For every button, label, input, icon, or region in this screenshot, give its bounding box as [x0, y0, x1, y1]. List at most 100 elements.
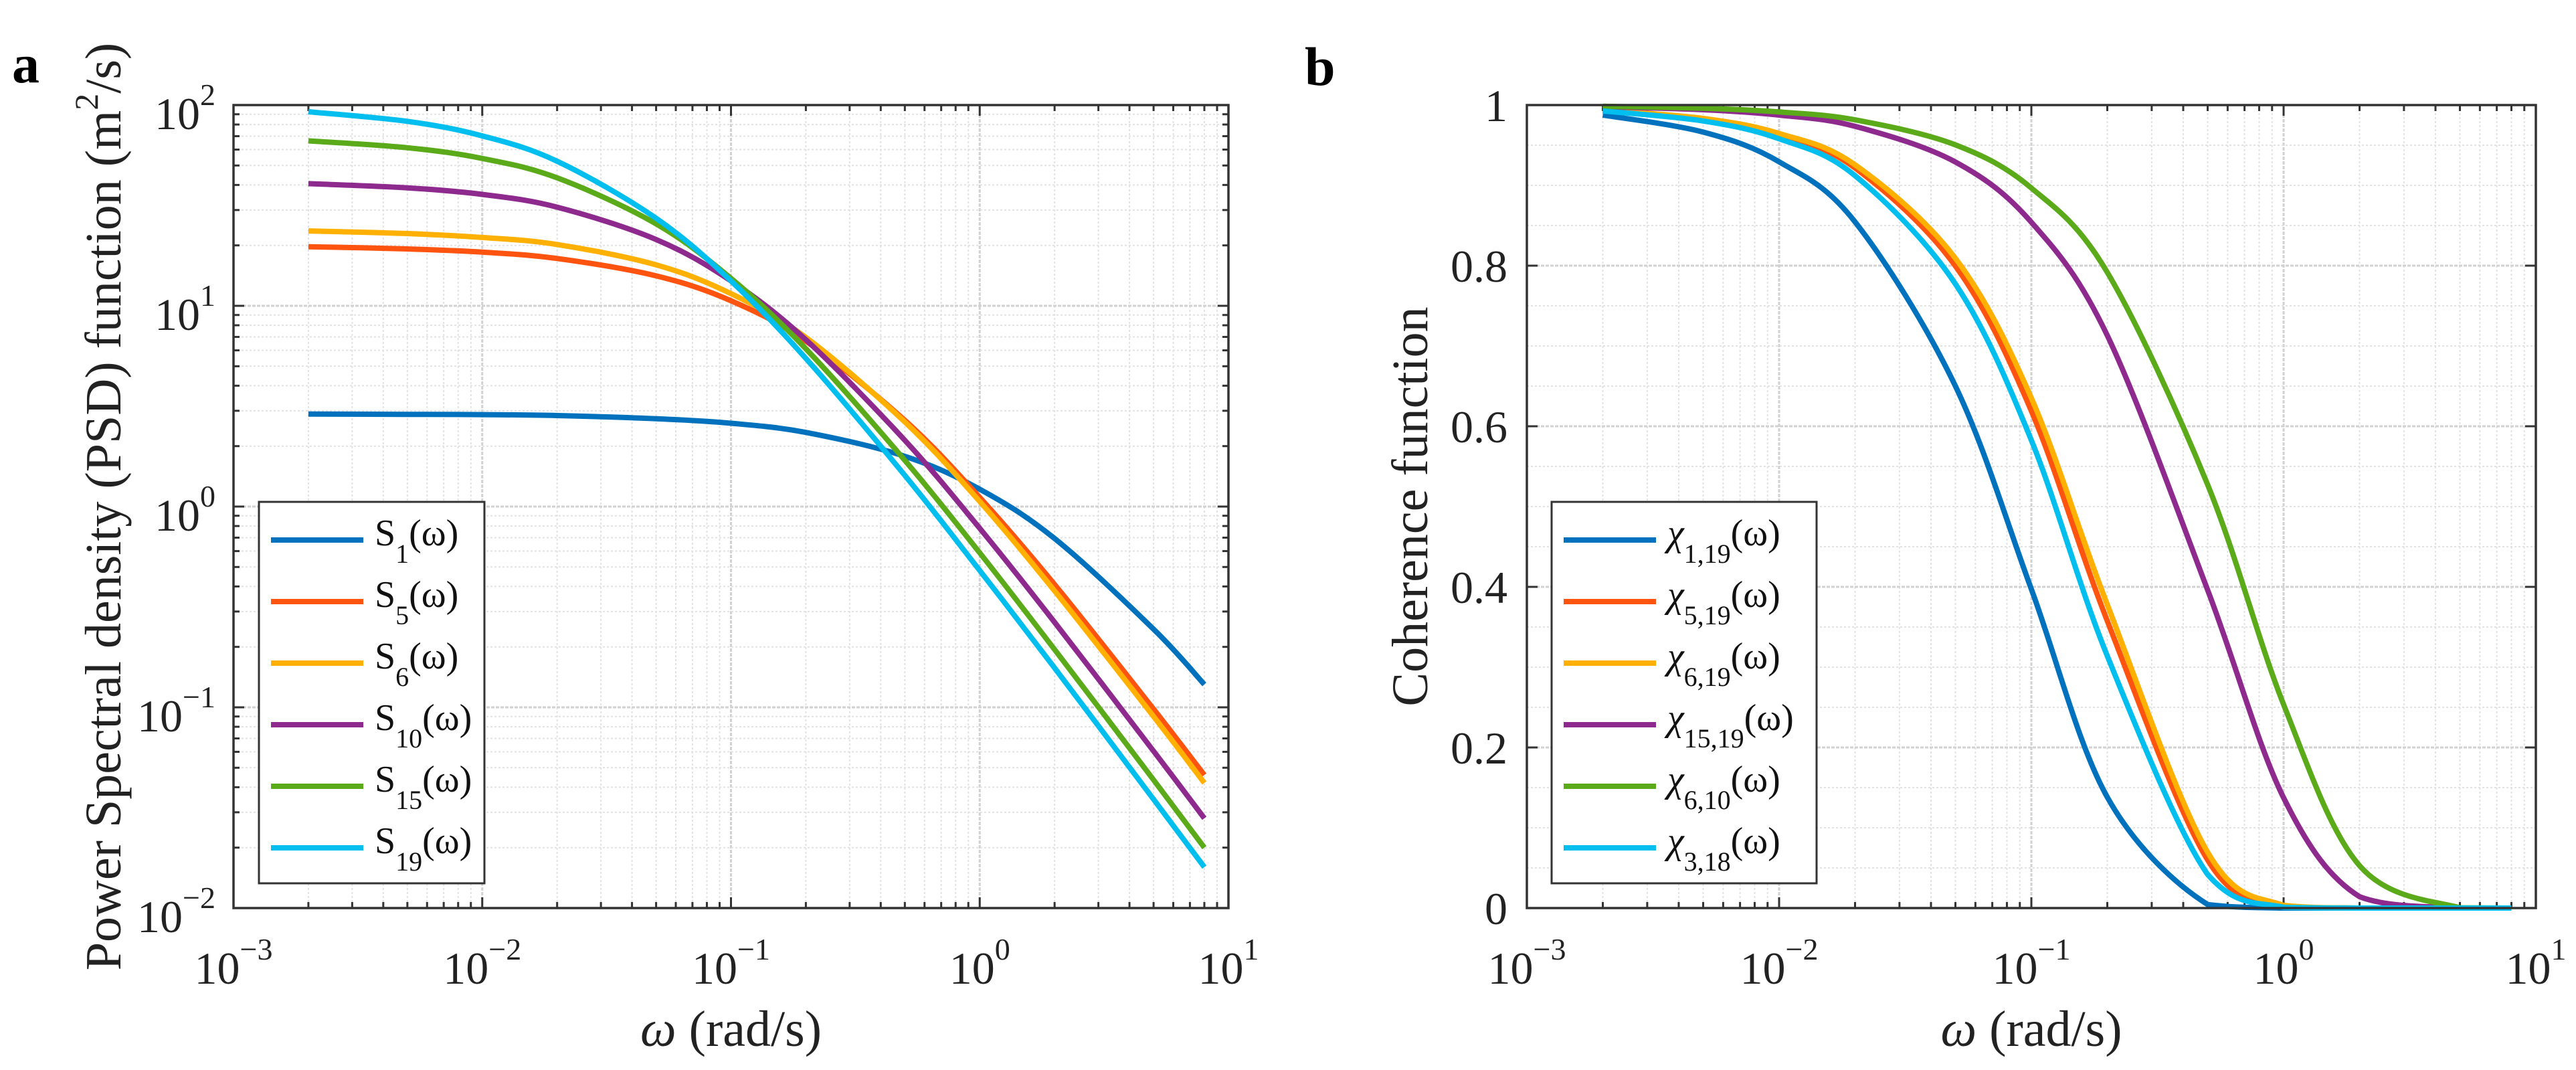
legend-label-base: S: [375, 574, 395, 616]
y-tick-label-base: 0.8: [1451, 241, 1507, 292]
legend-item: S1(ω): [271, 513, 458, 569]
x-tick-label-base: 10: [949, 943, 995, 994]
legend-box: [1550, 501, 1818, 885]
legend-label-subscript: 5,19: [1684, 600, 1731, 630]
y-tick-label: 101: [155, 278, 215, 340]
x-axis-label: ω (rad/s): [1940, 1001, 2122, 1057]
legend-label-base: S: [375, 636, 395, 677]
legend-label-argument: (ω): [1731, 759, 1780, 800]
x-tick-label: 10−1: [1993, 932, 2071, 994]
x-tick-label-exponent: 0: [2299, 932, 2314, 966]
legend-label-base: S: [375, 820, 395, 862]
axes-box: [1526, 104, 2537, 909]
y-axis-label-superscript: 2: [68, 94, 105, 110]
x-tick-label-base: 10: [2506, 943, 2551, 994]
legend-label-base: χ: [1664, 513, 1685, 554]
legend-item: χ1,19(ω): [1564, 513, 1780, 569]
legend-label-base: S: [375, 513, 395, 554]
legend-label: S19(ω): [375, 820, 472, 877]
x-tick-label: 10−2: [443, 932, 521, 994]
y-tick-label: 100: [155, 479, 215, 541]
y-tick-label-base: 10: [137, 891, 183, 942]
legend-label-subscript: 3,18: [1684, 846, 1731, 877]
legend-label: χ5,19(ω): [1664, 574, 1780, 630]
legend-item: S5(ω): [271, 574, 458, 630]
legend-item: S19(ω): [271, 820, 472, 877]
y-tick-label-base: 0: [1485, 883, 1507, 934]
legend-label: S1(ω): [375, 513, 458, 569]
x-tick-label: 101: [2506, 932, 2567, 994]
legend-label-subscript: 6,19: [1684, 662, 1731, 692]
x-tick-label: 100: [949, 932, 1010, 994]
legend-label-subscript: 6: [395, 662, 409, 692]
legend-label-subscript: 10: [395, 723, 422, 753]
legend-label-base: χ: [1664, 636, 1685, 677]
legend-label-base: S: [375, 697, 395, 739]
legend-box: [258, 501, 486, 885]
y-tick-label: 0.4: [1451, 562, 1507, 613]
series-line-χ15,19(ω): [1602, 104, 2512, 911]
series-line-S1(ω): [308, 411, 1206, 687]
legend-label-argument: (ω): [422, 697, 472, 739]
legend-label: S15(ω): [375, 759, 472, 815]
legend-label-argument: (ω): [1731, 820, 1780, 862]
x-tick-label-exponent: −1: [2038, 932, 2071, 966]
legend-label: S10(ω): [375, 697, 472, 753]
y-tick-label: 10−1: [137, 680, 215, 741]
x-tick-label: 10−3: [195, 932, 273, 994]
legend-label-argument: (ω): [422, 759, 472, 800]
x-tick-label-base: 10: [692, 943, 737, 994]
legend-label-argument: (ω): [409, 636, 458, 677]
y-axis-label: Coherence function: [1382, 306, 1439, 706]
x-tick-label-exponent: 0: [995, 932, 1010, 966]
y-tick-label: 102: [155, 78, 215, 139]
x-tick-label-exponent: 1: [1244, 932, 1259, 966]
legend-label: χ6,10(ω): [1664, 759, 1780, 815]
y-tick-label: 0.8: [1451, 241, 1507, 292]
x-axis-label: ω (rad/s): [640, 1001, 822, 1057]
series-curves: [308, 109, 1207, 869]
legend-label-subscript: 6,10: [1684, 785, 1731, 815]
y-tick-label-base: 10: [137, 691, 183, 741]
legend-label-subscript: 5: [395, 600, 409, 630]
y-tick-label-base: 0.2: [1451, 723, 1507, 774]
legend-label: χ6,19(ω): [1664, 636, 1780, 692]
series-line-χ6,10(ω): [1602, 103, 2512, 911]
legend-label-base: S: [375, 759, 395, 800]
y-axis-label-text: Power Spectral density (PSD) function (m: [76, 110, 132, 970]
legend-label-base: χ: [1664, 820, 1685, 862]
y-tick-label-exponent: 2: [200, 78, 215, 112]
x-tick-label: 101: [1198, 932, 1259, 994]
y-tick-label-base: 0.6: [1451, 402, 1507, 452]
y-tick-label-base: 1: [1485, 80, 1507, 131]
legend-label-argument: (ω): [1731, 574, 1780, 616]
y-tick-label-exponent: −2: [183, 881, 215, 915]
legend-item: χ3,18(ω): [1564, 820, 1780, 877]
y-tick-label: 0: [1485, 883, 1507, 934]
panel-letter-b: b: [1305, 36, 1336, 97]
legend-item: χ6,10(ω): [1564, 759, 1780, 815]
legend-label-argument: (ω): [1731, 636, 1780, 677]
series-line-S15(ω): [308, 138, 1207, 850]
legend-label: χ3,18(ω): [1664, 820, 1780, 877]
legend: S1(ω)S5(ω)S6(ω)S10(ω)S15(ω)S19(ω): [258, 501, 486, 885]
x-tick-label-base: 10: [2253, 943, 2299, 994]
x-tick-label-exponent: −1: [737, 932, 770, 966]
legend-label-argument: (ω): [1744, 697, 1794, 739]
series-line-S10(ω): [308, 181, 1207, 820]
legend-label-subscript: 15,19: [1684, 723, 1744, 753]
x-axis-label-unit: (rad/s): [676, 1001, 822, 1057]
y-axis-label-text: Coherence function: [1382, 306, 1439, 706]
y-tick-label: 0.2: [1451, 723, 1507, 774]
legend-label-argument: (ω): [422, 820, 472, 862]
y-tick-label-exponent: 1: [200, 278, 215, 313]
legend: χ1,19(ω)χ5,19(ω)χ6,19(ω)χ15,19(ω)χ6,10(ω…: [1550, 501, 1818, 885]
legend-label-subscript: 1: [395, 539, 409, 569]
panel-letter-a: a: [12, 33, 39, 94]
legend-item: S6(ω): [271, 636, 458, 692]
x-tick-label-exponent: −2: [488, 932, 521, 966]
x-tick-label-base: 10: [1993, 943, 2038, 994]
